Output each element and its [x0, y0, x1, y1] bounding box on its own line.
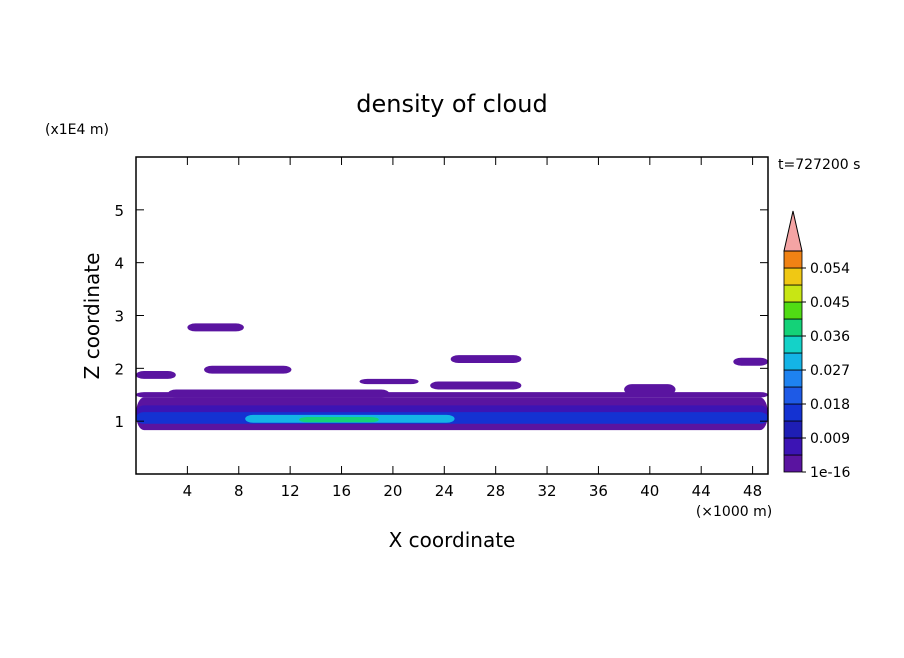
colorbar-bin	[783, 335, 803, 354]
contour-region	[299, 416, 379, 423]
contour-region	[136, 392, 768, 398]
x-tick-label: 8	[234, 482, 244, 500]
colorbar-bin	[783, 437, 803, 456]
x-tick-label: 48	[743, 482, 762, 500]
x-tick-label: 40	[640, 482, 659, 500]
colorbar-tick-label: 0.045	[810, 295, 850, 311]
contour-region	[359, 378, 419, 385]
contour-region	[430, 381, 522, 390]
y-tick-label: 3	[114, 308, 124, 326]
colorbar-tick-label: 0.036	[810, 329, 850, 345]
colorbar-tick-label: 0.009	[810, 431, 850, 447]
colorbar-extend	[783, 210, 803, 252]
y-axis-label: Z coordinate	[80, 253, 104, 380]
contour-region	[204, 365, 292, 374]
colorbar-tick-label: 0.027	[810, 363, 850, 379]
x-axis-label: X coordinate	[389, 528, 516, 552]
contour-region	[450, 355, 522, 364]
colorbar-tick-label: 0.018	[810, 397, 850, 413]
colorbar-tick-label: 1e-16	[810, 465, 850, 481]
colorbar-bin	[783, 318, 803, 337]
colorbar-bin	[783, 403, 803, 422]
x-tick-label: 16	[332, 482, 351, 500]
colorbar-bin	[783, 250, 803, 269]
colorbar-bin	[783, 352, 803, 371]
x-tick-label: 28	[486, 482, 505, 500]
x-tick-label: 44	[692, 482, 711, 500]
colorbar-bin	[783, 301, 803, 320]
chart-title: density of cloud	[356, 90, 547, 118]
colorbar-bin	[783, 454, 803, 473]
time-label: t=727200 s	[778, 157, 860, 173]
colorbar-bin	[783, 267, 803, 286]
contour-region	[624, 384, 676, 395]
y-tick-label: 5	[114, 202, 124, 220]
colorbar-bin	[783, 386, 803, 405]
y-tick-label: 4	[114, 255, 124, 273]
x-unit: (×1000 m)	[696, 504, 772, 520]
x-tick-label: 24	[435, 482, 454, 500]
colorbar-tick-label: 0.054	[810, 261, 850, 277]
x-tick-label: 20	[383, 482, 402, 500]
y-tick-label: 2	[114, 360, 124, 378]
colorbar-bin	[783, 420, 803, 439]
y-tick-label: 1	[114, 413, 124, 431]
y-unit: (x1E4 m)	[45, 122, 109, 138]
x-tick-label: 4	[183, 482, 193, 500]
x-tick-label: 12	[281, 482, 300, 500]
contour-region	[733, 357, 768, 366]
contour-region	[187, 323, 244, 332]
colorbar-bin	[783, 369, 803, 388]
contour-region	[136, 370, 176, 379]
colorbar-bin	[783, 284, 803, 303]
x-tick-label: 36	[589, 482, 608, 500]
x-tick-label: 32	[538, 482, 557, 500]
